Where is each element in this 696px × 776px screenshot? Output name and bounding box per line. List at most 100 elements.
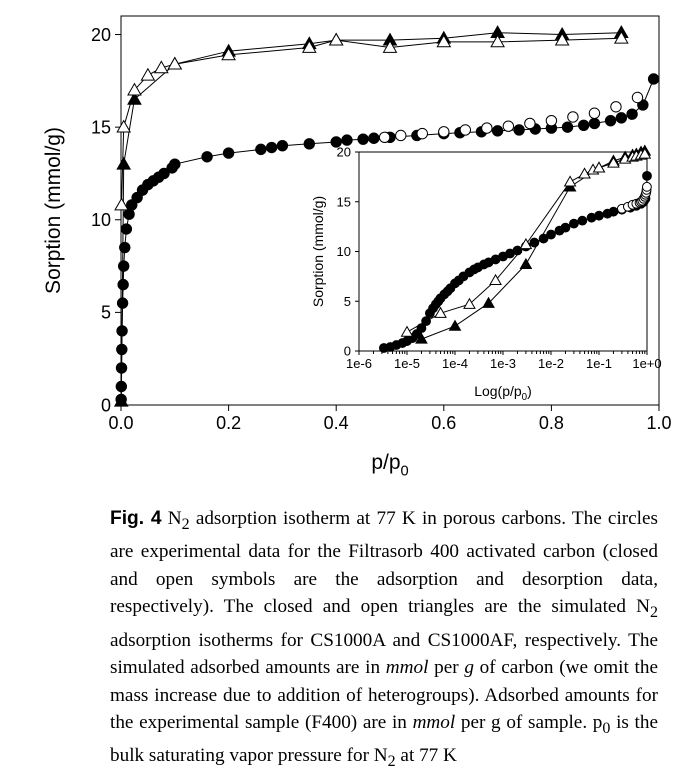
plot-frame [120,15,660,406]
data-point-circle [567,111,579,123]
x-tick-label: 1e-2 [538,356,564,371]
caption-text: N [161,508,182,529]
x-tick-label: 0.2 [216,413,241,433]
data-point-triangle [448,319,462,331]
data-point-circle [588,117,601,130]
data-point-triangle [490,34,505,48]
data-point-circle [201,151,213,163]
data-point-circle [169,158,181,170]
caption-subscript: 2 [387,753,396,771]
data-point-triangle [140,67,156,81]
data-point-circle [341,134,353,146]
data-point-triangle [554,32,570,46]
y-tick-label: 0 [101,395,111,415]
data-point-circle [608,206,619,217]
data-point-triangle [519,238,533,250]
caption-subscript: 0 [602,719,611,737]
caption-body: N2 adsorption isotherm at 77 K in porous… [110,508,658,770]
data-point-triangle [613,30,629,44]
caption-subscript: 2 [650,604,658,622]
data-point-triangle [400,325,414,337]
x-tick-label: 1e-3 [490,356,516,371]
data-point-triangle [563,175,577,187]
data-point-circle [642,170,652,181]
data-point-triangle [328,32,344,46]
data-point-circle [368,132,380,144]
data-point-circle [255,143,267,156]
data-point-triangle [463,297,476,309]
plot-frame [358,151,648,352]
data-point-circle [117,278,129,291]
data-point-triangle [607,156,620,168]
data-point-circle [569,218,579,229]
data-point-circle [481,122,493,134]
data-point-triangle [638,147,652,159]
caption-text: adsorption isotherms for CS1000A and CS1… [110,629,658,679]
x-axis-label-main: p/p [371,451,400,474]
data-point-circle [265,141,278,154]
x-tick-label: 0.4 [324,413,349,433]
data-point-circle [357,133,369,145]
data-point-circle [119,241,131,254]
caption-subscript: 2 [181,515,190,533]
caption-text: per [428,657,465,679]
series-circle-open [617,181,652,214]
data-point-triangle [113,393,129,407]
data-point-circle [395,129,407,142]
data-point-triangle [434,306,447,318]
data-point-circle [513,124,525,136]
caption-label: Fig. 4 [110,508,162,529]
series-triangle-open [400,147,652,337]
data-point-triangle [415,332,428,344]
data-point-triangle [116,119,132,133]
data-point-circle [303,138,315,150]
y-tick-label: 15 [337,194,351,209]
x-axis-label-sub: 0 [522,392,528,403]
data-point-triangle [153,60,169,74]
y-axis-label: Sorption (mmol/g) [310,196,326,307]
x-tick-label: 0.8 [539,413,564,433]
data-point-circle [545,114,558,127]
data-point-circle [123,208,135,220]
x-tick-label: 1e-1 [586,356,612,371]
series-circle-open [378,91,644,144]
data-point-circle [626,108,638,120]
data-point-circle [577,119,590,131]
data-point-circle [276,139,289,152]
data-point-circle [594,210,604,221]
x-tick-label: 1e-5 [394,356,420,371]
y-tick-label: 5 [344,294,351,309]
x-tick-label: 1e-6 [346,356,372,371]
caption-text: is the bulk saturating vapor pressure fo… [110,712,658,767]
data-point-triangle [382,39,398,53]
y-tick-label: 5 [101,303,111,323]
data-point-triangle [436,34,452,48]
data-point-triangle [114,197,129,211]
figure-caption: Fig. 4 N2 adsorption isotherm at 77 K in… [110,505,658,776]
data-point-circle [560,222,571,233]
x-axis-label: Log(p/p0) [474,383,532,403]
data-point-circle [378,131,391,144]
data-point-triangle [221,47,236,61]
data-point-circle [502,120,515,132]
data-point-circle [491,125,504,137]
x-tick-label: 1.0 [646,413,671,433]
series-triangle-open [114,30,629,211]
data-point-circle [438,126,450,138]
y-tick-label: 10 [91,210,111,230]
data-point-circle [641,181,652,192]
data-point-circle [610,101,622,113]
data-point-circle [330,136,342,148]
x-axis-label: p/p0 [371,451,408,479]
caption-text: of carbon (we omit the mass increase due… [110,657,658,734]
y-tick-label: 15 [91,117,111,137]
data-point-triangle [578,167,591,179]
caption-text: per g of sample. p [455,712,603,734]
data-point-triangle [116,156,132,170]
data-point-triangle [519,257,533,270]
data-point-circle [647,73,660,85]
data-point-triangle [489,273,502,285]
data-point-circle [631,91,644,104]
data-point-triangle [301,39,317,53]
